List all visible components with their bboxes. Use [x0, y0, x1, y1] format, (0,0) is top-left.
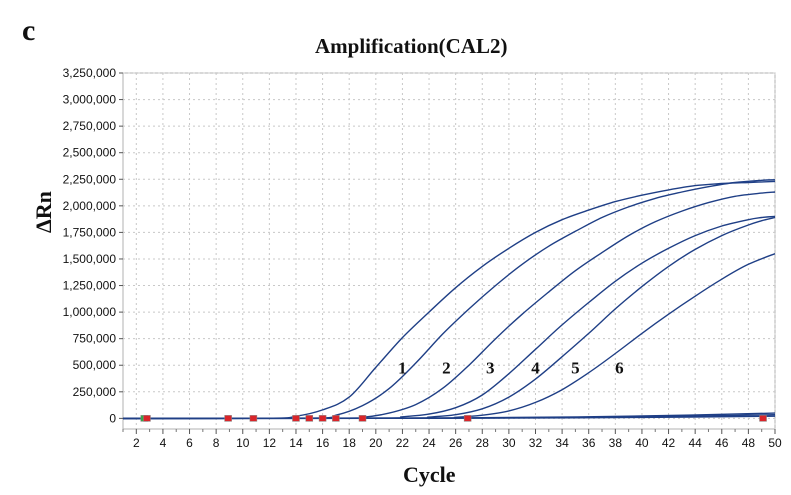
y-tick-label: 250,000: [73, 385, 117, 399]
y-tick-label: 1,500,000: [63, 252, 117, 266]
marker: [759, 415, 767, 422]
series-line-4: [122, 215, 776, 420]
chart-title: Amplification(CAL2): [315, 34, 508, 58]
x-tick-label: 26: [449, 436, 463, 450]
y-tick-label: 3,000,000: [63, 93, 117, 107]
x-tick-label: 46: [715, 436, 729, 450]
marker: [249, 415, 258, 422]
curve-label-5: 5: [571, 358, 580, 377]
y-tick-label: 1,750,000: [63, 225, 117, 239]
series-line-baseline-8: [122, 415, 776, 420]
curve-label-1: 1: [398, 358, 407, 377]
series-line-3: [122, 191, 776, 420]
y-tick-label: 1,250,000: [63, 279, 117, 293]
y-axis: 0 250,000 500,000 750,000 1,000,000 1,250,000…: [63, 66, 123, 425]
y-tick-label: 2,500,000: [63, 146, 117, 160]
curve-labels: 1 2 3 4 5 6: [398, 358, 623, 377]
marker: [305, 415, 314, 422]
y-tick-label: 0: [109, 411, 116, 425]
grid: [123, 72, 776, 429]
x-tick-label: 16: [316, 436, 330, 450]
series-line-1: [122, 180, 776, 420]
x-tick-label: 44: [688, 436, 702, 450]
x-tick-label: 34: [555, 436, 569, 450]
marker: [292, 415, 300, 422]
x-tick-label: 50: [768, 436, 782, 450]
x-tick-label: 20: [369, 436, 383, 450]
x-tick-label: 30: [502, 436, 516, 450]
y-tick-label: 2,750,000: [63, 119, 117, 133]
marker: [224, 415, 232, 422]
y-tick-label: 500,000: [73, 358, 117, 372]
x-tick-label: 2: [133, 436, 140, 450]
curve-label-3: 3: [486, 358, 495, 377]
x-tick-label: 32: [529, 436, 543, 450]
x-tick-label: 6: [186, 436, 193, 450]
curve-label-6: 6: [615, 358, 624, 377]
marker: [318, 415, 327, 422]
series-line-2: [122, 179, 776, 420]
series-lines: [122, 179, 776, 420]
x-tick-label: 48: [742, 436, 756, 450]
x-axis-label: Cycle: [403, 462, 456, 487]
panel-letter: c: [22, 14, 36, 47]
threshold-markers: [140, 415, 767, 422]
x-tick-label: 4: [160, 436, 167, 450]
y-tick-label: 1,000,000: [63, 305, 117, 319]
y-tick-label: 750,000: [73, 332, 117, 346]
y-tick-label: 3,250,000: [63, 66, 117, 80]
x-tick-label: 18: [343, 436, 357, 450]
marker: [143, 415, 151, 422]
marker: [463, 415, 472, 422]
curve-label-4: 4: [531, 358, 540, 377]
marker: [358, 415, 367, 422]
x-tick-label: 12: [263, 436, 277, 450]
x-axis: 2 4 6 8 10 12 14 16 18 20 22 24 26 28 30 32 34 36 38 40 42 44…: [122, 429, 782, 450]
plot-area: [122, 72, 776, 430]
x-tick-label: 10: [236, 436, 250, 450]
x-tick-label: 8: [213, 436, 220, 450]
y-tick-label: 2,000,000: [63, 199, 117, 213]
x-tick-label: 22: [396, 436, 410, 450]
x-tick-label: 14: [289, 436, 303, 450]
x-tick-label: 28: [476, 436, 490, 450]
x-tick-label: 24: [422, 436, 436, 450]
curve-label-2: 2: [442, 358, 451, 377]
y-tick-label: 2,250,000: [63, 172, 117, 186]
x-tick-label: 40: [635, 436, 649, 450]
marker: [332, 415, 340, 422]
x-tick-label: 38: [609, 436, 623, 450]
x-tick-label: 42: [662, 436, 676, 450]
x-tick-label: 36: [582, 436, 596, 450]
